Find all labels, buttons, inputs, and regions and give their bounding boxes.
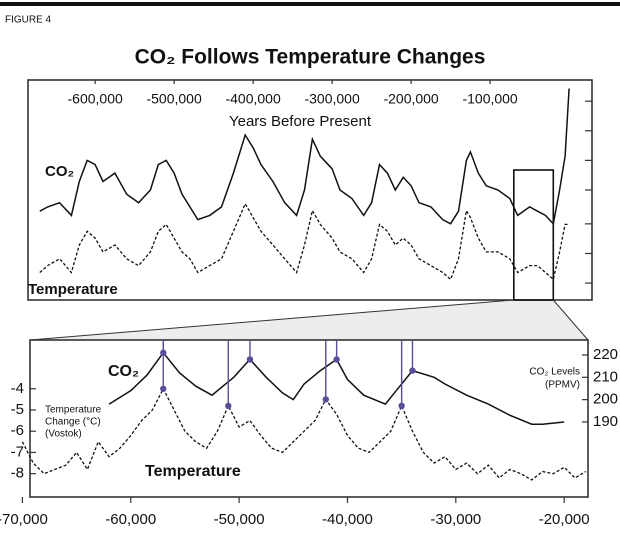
highlight-dot — [333, 356, 340, 363]
x-tick-label: -70,000 — [0, 511, 48, 528]
x-tick-label: -20,000 — [539, 511, 590, 528]
figure-label: FIGURE 4 — [5, 15, 52, 26]
y2-tick-label: 210 — [593, 368, 618, 385]
zoom-connector — [552, 299, 589, 341]
series-line — [108, 351, 565, 425]
y2-tick-label: 200 — [593, 391, 618, 408]
series-line — [39, 202, 570, 281]
plot-frame — [29, 339, 589, 498]
y-axis-label: Change (°C) — [45, 417, 101, 428]
highlight-dot — [246, 356, 254, 363]
highlight-dot — [322, 396, 329, 403]
series-label: CO₂ — [108, 363, 139, 380]
y2-axis-label: (PPMV) — [545, 380, 580, 391]
y-tick-label: -7 — [11, 443, 24, 460]
highlight-dot — [398, 402, 405, 409]
highlight-dot — [160, 385, 167, 392]
series-label: CO₂ — [45, 163, 74, 180]
x-tick-label: -600,000 — [68, 91, 123, 107]
highlight-dot — [225, 402, 232, 409]
x-tick-label: -400,000 — [225, 91, 280, 107]
y-axis-label: Temperature — [45, 405, 102, 416]
y2-tick-label: 190 — [593, 413, 618, 430]
y-axis-label: (Vostok) — [45, 429, 82, 440]
zoom-shade — [30, 300, 588, 340]
y-tick-label: -6 — [11, 422, 24, 439]
x-tick-label: -100,000 — [462, 91, 517, 107]
x-tick-label: -30,000 — [430, 511, 481, 528]
y-tick-label: -5 — [11, 401, 24, 418]
highlight-dot — [409, 367, 416, 374]
series-label: Temperature — [28, 281, 118, 298]
x-tick-label: -300,000 — [304, 91, 359, 107]
series-line — [21, 387, 587, 481]
zoom-box — [512, 169, 555, 301]
series-label: Temperature — [145, 463, 241, 480]
zoom-connector — [29, 299, 514, 341]
x-axis-label: Years Before Present — [229, 113, 372, 130]
chart-title: CO₂ Follows Temperature Changes — [135, 46, 486, 69]
y2-axis-label: CO₂ Levels — [529, 367, 580, 378]
y-tick-label: -4 — [11, 380, 24, 397]
x-tick-label: -50,000 — [214, 511, 265, 528]
x-tick-label: -200,000 — [383, 91, 438, 107]
y2-tick-label: 220 — [593, 346, 618, 363]
series-line — [39, 88, 570, 226]
x-tick-label: -40,000 — [322, 511, 373, 528]
y-tick-label: -8 — [11, 465, 24, 482]
x-tick-label: -60,000 — [105, 511, 156, 528]
x-tick-label: -500,000 — [146, 91, 201, 107]
